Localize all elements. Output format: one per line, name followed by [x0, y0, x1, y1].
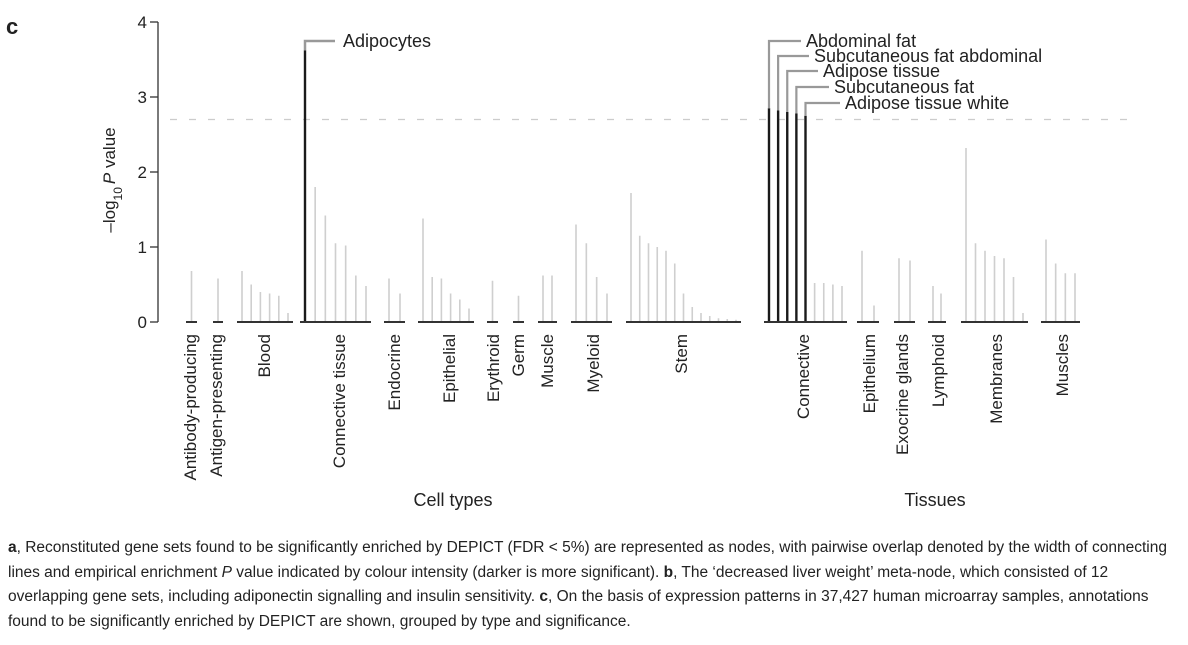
group-label: Muscles [1053, 334, 1072, 396]
group-labels: Antibody-producing Antigen-presenting Bloo… [181, 334, 1072, 480]
group-label: Stem [672, 334, 691, 374]
annotation-leader [777, 54, 809, 111]
caption-b-text: , The ‘decreased liver weight’ meta-node… [8, 563, 1109, 606]
annotation-leader [804, 101, 840, 116]
group-label: Antigen-presenting [207, 334, 226, 477]
group-label: Epithelial [440, 334, 459, 403]
group-label: Connective [794, 334, 813, 419]
caption-a-text: , Reconstituted gene sets found to be si… [8, 539, 1167, 581]
y-axis-label-prefix: –log [100, 200, 119, 232]
panel-label: c [6, 14, 18, 39]
group-label: Epithelium [860, 334, 879, 413]
y-axis: 0 1 2 3 4 [138, 13, 159, 332]
caption-a-label: a [8, 539, 17, 556]
section-label: Cell types [413, 490, 492, 510]
group-label: Myeloid [584, 334, 603, 393]
y-tick-label: 0 [138, 313, 147, 332]
caption-a-text2: value indicated by colour intensity (dar… [232, 563, 664, 581]
y-axis-label-p: P [100, 172, 119, 184]
group-label: Membranes [987, 334, 1006, 424]
annotation-leader [795, 85, 829, 114]
annotation-leader [303, 39, 335, 51]
figure-caption: a, Reconstituted gene sets found to be s… [8, 536, 1180, 634]
y-tick-label: 2 [138, 163, 147, 182]
annotation-label: Adipocytes [343, 31, 431, 51]
caption-b-label: b [663, 563, 674, 581]
group-label: Lymphoid [929, 334, 948, 407]
y-tick-label: 1 [138, 238, 147, 257]
group-label: Muscle [538, 334, 557, 388]
annotation-label: Adipose tissue white [845, 93, 1009, 113]
caption-a-p: P [221, 563, 232, 581]
bars [190, 50, 1076, 322]
annotation-leader [786, 69, 818, 112]
group-label: Blood [255, 334, 274, 377]
y-tick-label: 4 [138, 13, 147, 32]
caption-c-label: c [539, 588, 548, 605]
group-label: Endocrine [385, 334, 404, 411]
annotation-label: Abdominal fat [806, 31, 916, 51]
group-label: Erythroid [484, 334, 503, 402]
group-label: Connective tissue [330, 334, 349, 468]
group-label: Exocrine glands [893, 334, 912, 455]
group-label: Antibody-producing [181, 334, 200, 480]
caption-c-text: , On the basis of expression patterns in… [8, 588, 1149, 630]
group-label: Germ [509, 334, 528, 377]
annotation-label: Subcutaneous fat abdominal [814, 46, 1042, 66]
annotation-label: Subcutaneous fat [834, 77, 974, 97]
y-axis-label: –log10 P value [100, 127, 125, 232]
enrichment-bar-chart: c 0 1 2 3 4 –log10 P value Antibody-producing… [6, 13, 1135, 510]
section-label: Tissues [904, 490, 965, 510]
section-labels: Cell types Tissues [413, 490, 965, 510]
y-axis-label-suffix: value [100, 127, 119, 172]
annotation-leader [767, 39, 801, 109]
y-tick-label: 3 [138, 88, 147, 107]
y-axis-label-subscript: 10 [111, 187, 125, 201]
annotation-label: Adipose tissue [823, 61, 940, 81]
